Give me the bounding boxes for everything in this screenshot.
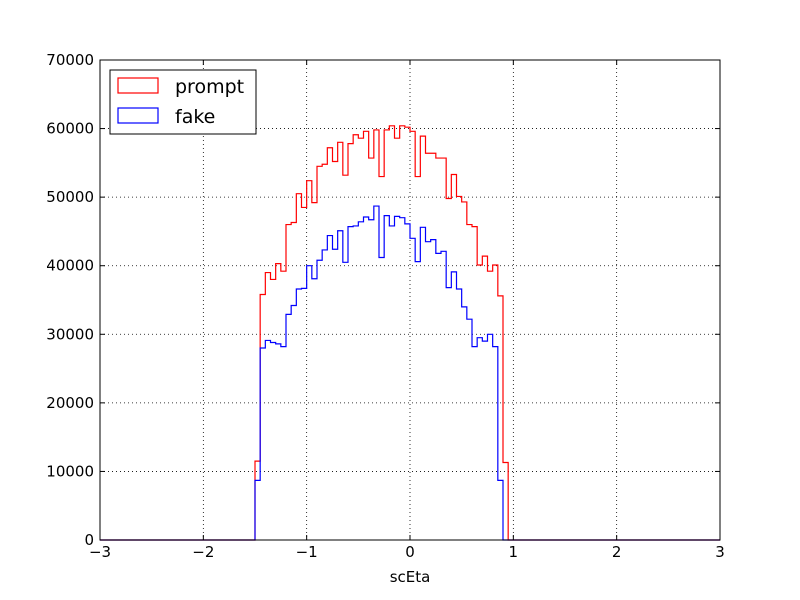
legend-label-fake: fake <box>175 106 215 128</box>
legend-swatch-prompt <box>117 77 159 94</box>
y-tick-label: 20000 <box>46 394 94 412</box>
x-tick-label: 1 <box>509 543 519 561</box>
y-tick-label: 70000 <box>46 51 94 69</box>
legend-label-prompt: prompt <box>175 76 244 98</box>
y-tick-label: 10000 <box>46 462 94 480</box>
y-tick-label: 0 <box>84 531 94 549</box>
y-tick-label: 50000 <box>46 188 94 206</box>
tick-layer: −3 −2 −1 0 1 2 3 0 10000 20000 30000 40000 50000 6000… <box>46 51 724 561</box>
x-tick-label: −1 <box>296 543 318 561</box>
x-tick-label: −3 <box>89 543 111 561</box>
x-tick-label: 3 <box>715 543 725 561</box>
y-tick-label: 40000 <box>46 257 94 275</box>
y-tick-label: 60000 <box>46 120 94 138</box>
grid <box>100 60 720 540</box>
x-tick-label: −2 <box>192 543 214 561</box>
x-tick-label: 2 <box>612 543 622 561</box>
y-tick-label: 30000 <box>46 325 94 343</box>
legend-swatch-fake <box>117 107 159 124</box>
x-tick-label: 0 <box>405 543 415 561</box>
legend: prompt fake <box>109 69 257 135</box>
x-axis-label: scEta <box>390 568 431 586</box>
